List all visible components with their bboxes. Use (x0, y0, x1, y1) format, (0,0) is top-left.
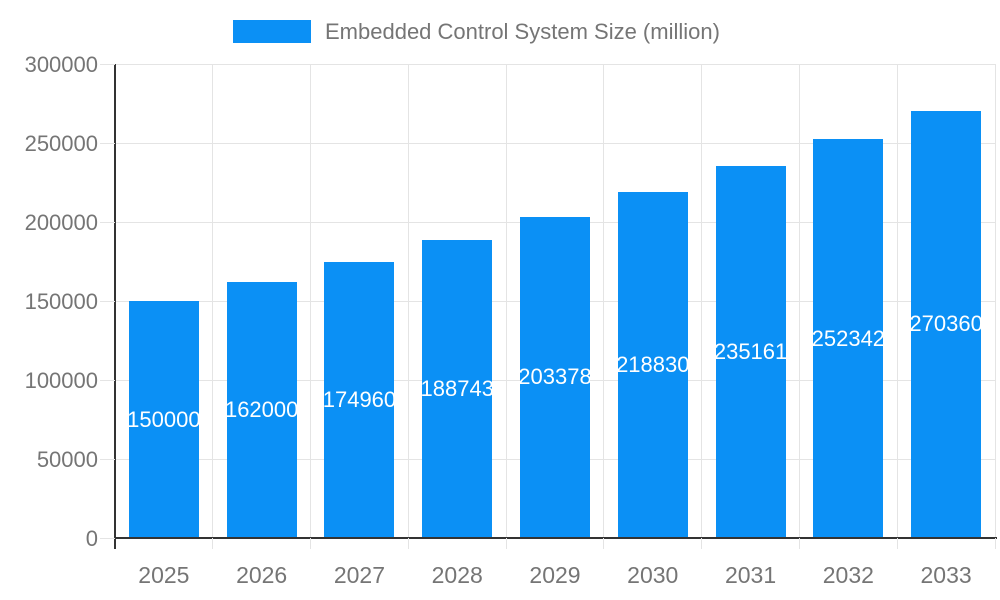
bar: 203378 (520, 216, 590, 538)
gridline-horizontal (115, 63, 995, 65)
x-tick-label: 2026 (236, 562, 288, 588)
bar-value-label: 162000 (226, 397, 297, 422)
x-tick-mark (310, 538, 312, 549)
x-axis-line (114, 537, 997, 539)
y-tick-label: 0 (85, 526, 98, 551)
x-tick-mark (212, 538, 214, 549)
bar: 162000 (226, 282, 297, 538)
x-tick-label: 2033 (920, 562, 972, 588)
bar-value-label: 235161 (715, 339, 786, 365)
y-tick-label: 150000 (24, 289, 98, 314)
gridline-vertical (212, 64, 214, 538)
y-tick-label: 200000 (24, 210, 98, 235)
y-tick-mark (100, 300, 115, 302)
y-tick-mark (100, 142, 115, 144)
x-tick-label: 2025 (138, 562, 190, 588)
bar-value-label: 174960 (324, 386, 395, 412)
y-tick-mark (100, 221, 115, 223)
bar: 235161 (715, 166, 786, 538)
bar-value-label: 188743 (422, 375, 493, 401)
x-tick-mark (603, 538, 605, 549)
x-tick-mark (994, 538, 996, 549)
gridline-vertical (896, 64, 898, 538)
bar: 150000 (128, 301, 199, 538)
gridline-vertical (407, 64, 409, 538)
legend-label: Embedded Control System Size (million) (325, 18, 720, 44)
y-tick-label: 250000 (24, 131, 98, 156)
gridline-vertical (798, 64, 800, 538)
gridline-horizontal (115, 142, 995, 144)
bar: 252342 (813, 139, 884, 538)
bar-value-label: 203378 (520, 364, 590, 390)
y-tick-mark (100, 537, 115, 539)
chart-legend: Embedded Control System Size (million) (233, 18, 720, 44)
y-tick-label: 100000 (24, 368, 98, 393)
y-tick-mark (100, 379, 115, 381)
x-tick-label: 2029 (529, 562, 581, 588)
x-tick-mark (798, 538, 800, 549)
x-tick-label: 2030 (627, 562, 679, 588)
bar-value-label: 218830 (617, 352, 688, 378)
x-tick-mark (407, 538, 409, 549)
bar: 188743 (422, 239, 493, 538)
bar: 174960 (324, 261, 395, 538)
x-tick-mark (896, 538, 898, 549)
bar-value-label: 270360 (911, 311, 982, 337)
x-tick-mark (505, 538, 507, 549)
gridline-vertical (701, 64, 703, 538)
bar: 270360 (911, 110, 982, 538)
x-tick-label: 2032 (822, 562, 874, 588)
bar-value-label: 252342 (813, 325, 884, 351)
bar-value-label: 150000 (128, 406, 199, 432)
x-tick-label: 2027 (333, 562, 386, 588)
y-tick-label: 300000 (24, 52, 98, 77)
y-tick-mark (100, 63, 115, 65)
y-axis-line (114, 64, 116, 549)
gridline-vertical (310, 64, 312, 538)
gridline-vertical (994, 64, 996, 538)
x-tick-label: 2028 (431, 562, 483, 588)
bar: 218830 (617, 192, 688, 538)
gridline-vertical (505, 64, 507, 538)
x-tick-mark (701, 538, 703, 549)
plot-area: 150000 162000 174960 188743 203378 218830 2351… (115, 63, 996, 538)
y-tick-mark (100, 458, 115, 460)
x-tick-label: 2031 (724, 562, 777, 588)
gridline-vertical (603, 64, 605, 538)
legend-swatch-icon (233, 20, 311, 43)
y-tick-label: 50000 (36, 447, 98, 472)
